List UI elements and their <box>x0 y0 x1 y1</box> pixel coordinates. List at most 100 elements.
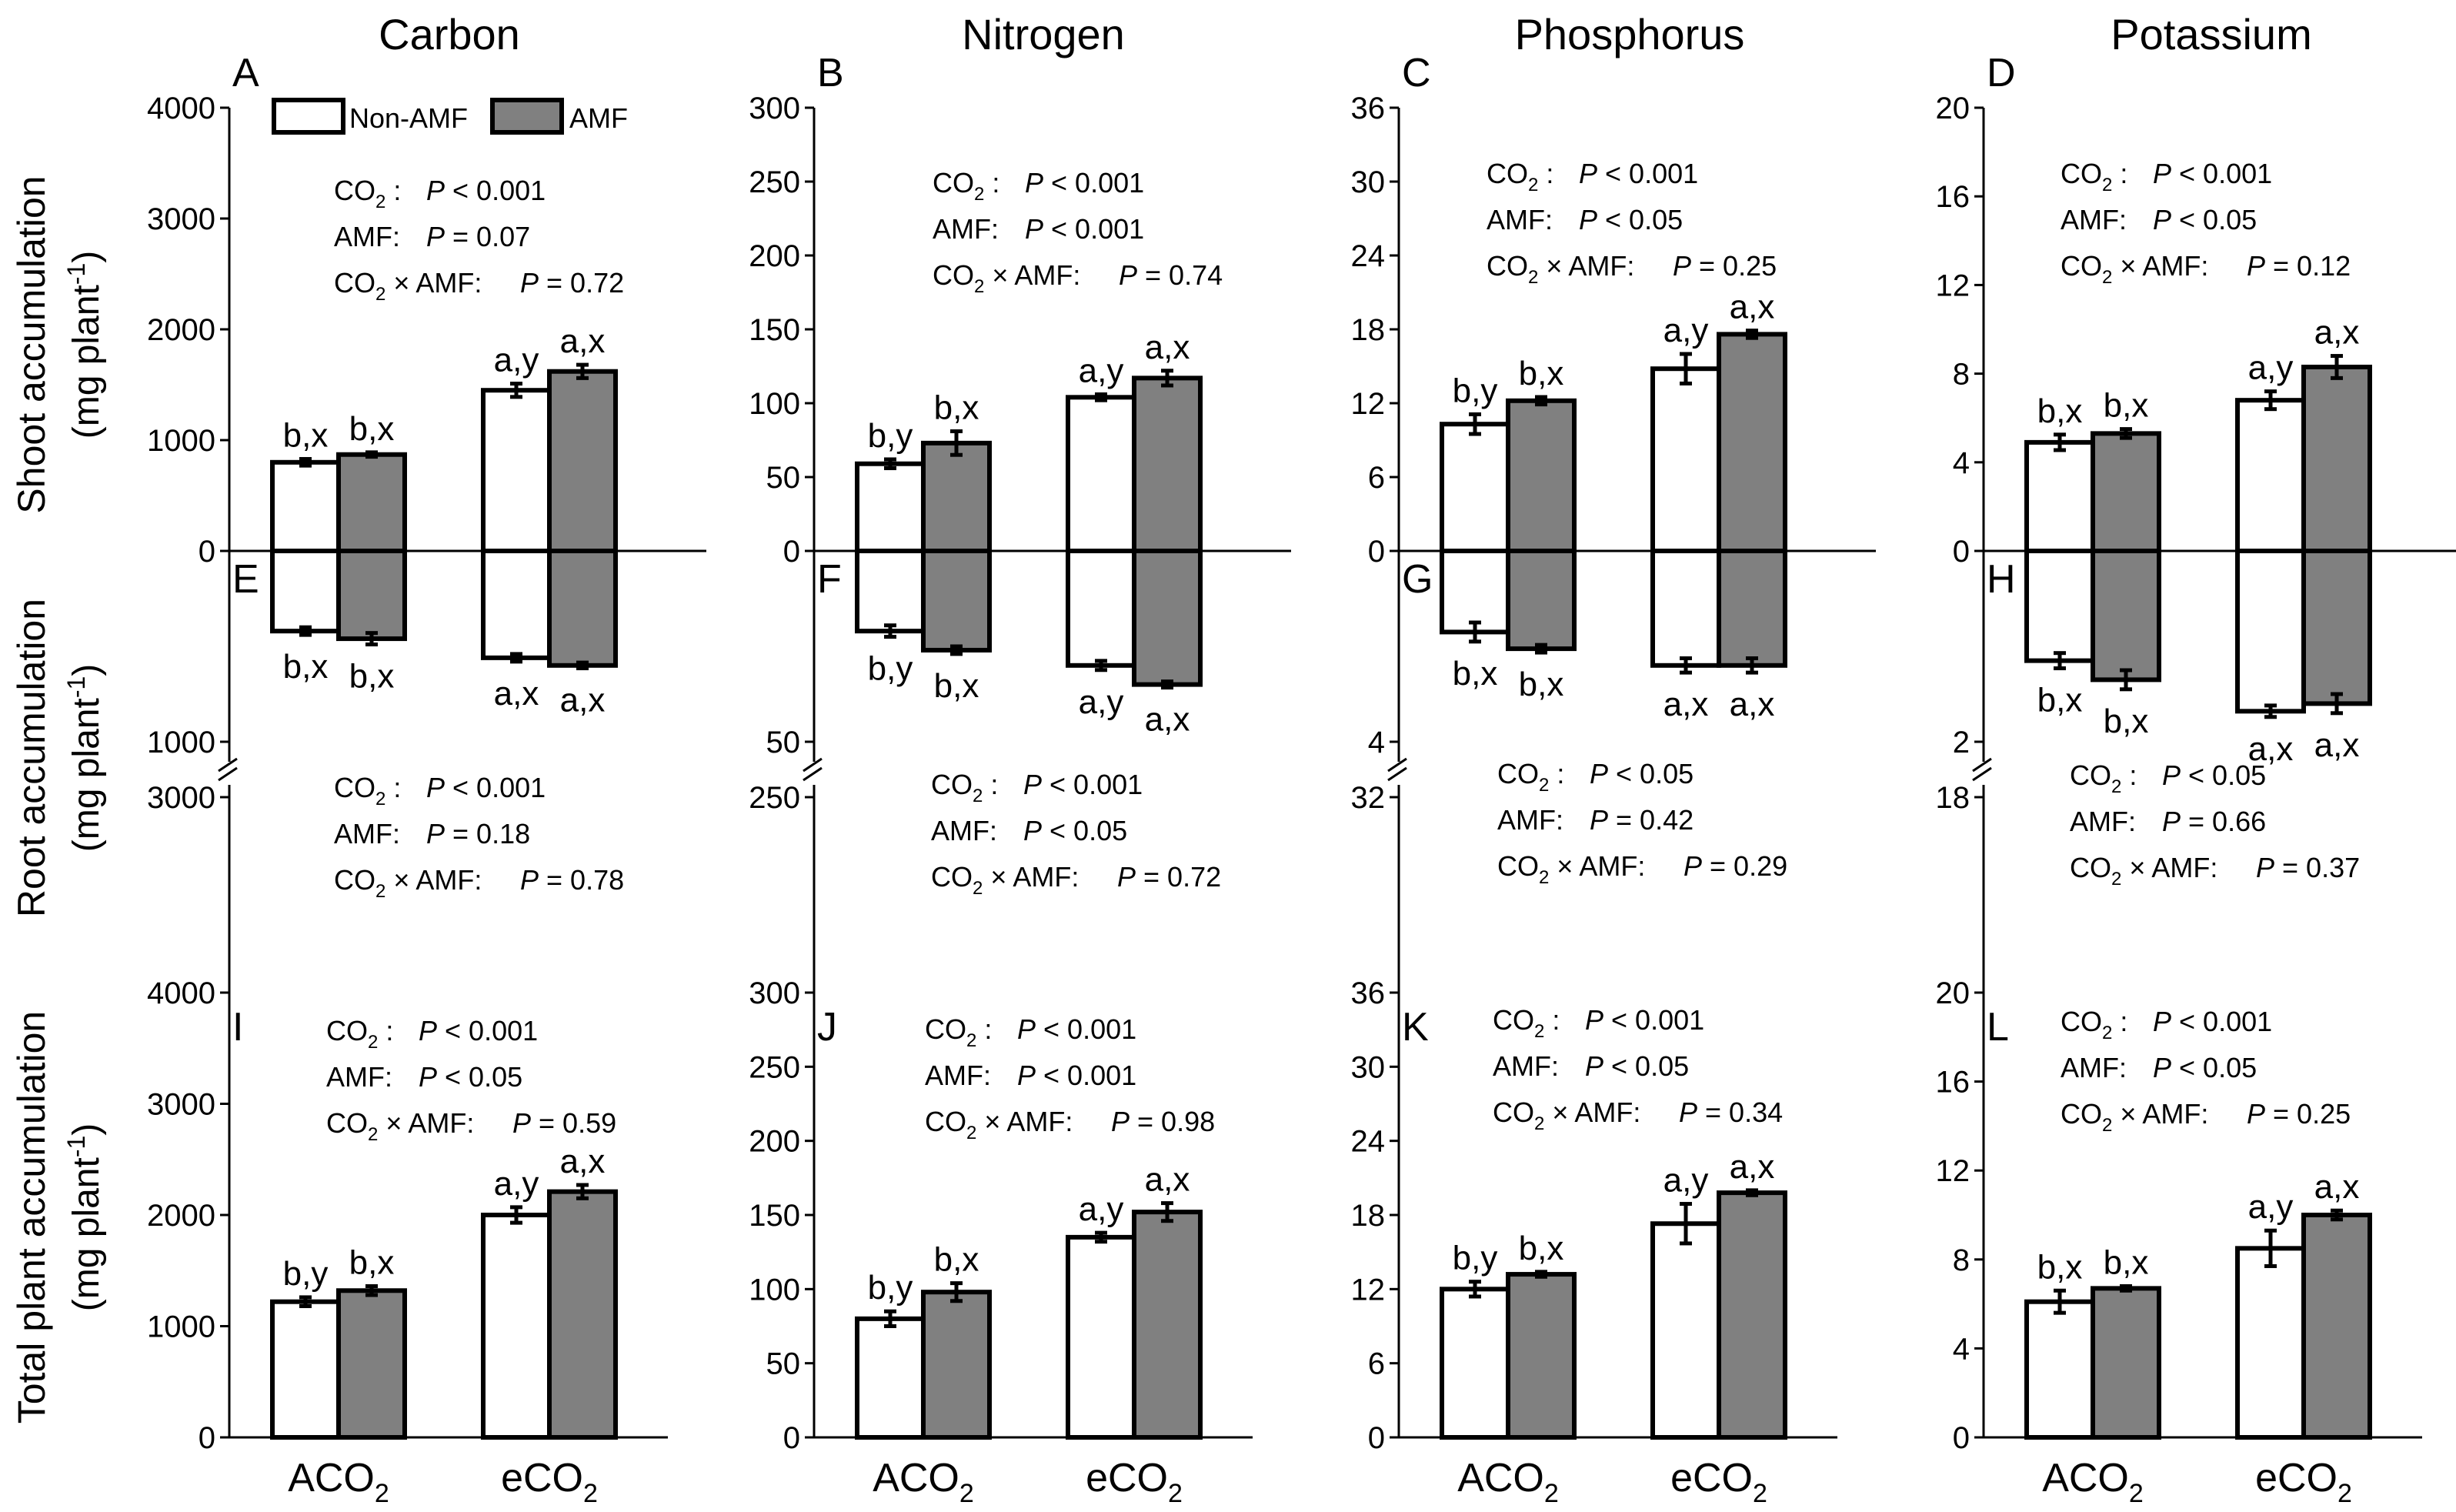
y-tick-label-k: 12 <box>1351 1273 1386 1307</box>
axis-break-mark-g <box>1387 757 1407 773</box>
bar-c-2 <box>1650 366 1721 554</box>
y-tick-label-l: 8 <box>1953 1243 1970 1277</box>
stats-co2-line: CO2 :P < 0.001 <box>931 769 1143 806</box>
bar-k-0 <box>1440 1287 1510 1440</box>
bar-a-0 <box>270 459 341 553</box>
bar-g-2 <box>1650 549 1721 668</box>
y-tick-label-b: 150 <box>749 313 800 347</box>
significance-label-b-0: b,y <box>868 417 913 455</box>
significance-label-c-3: a,x <box>1730 289 1775 326</box>
significance-label-h-3: a,x <box>2314 726 2360 764</box>
y-tick-label-l: 20 <box>1936 976 1970 1010</box>
y-tick-label-c: 0 <box>1368 535 1385 569</box>
bar-i-3 <box>547 1189 618 1440</box>
significance-label-j-2: a,y <box>1079 1190 1124 1228</box>
legend-label-non-amf: Non-AMF <box>349 102 468 134</box>
y-tick-label-k: 36 <box>1351 976 1386 1010</box>
y-tick-label-k: 18 <box>1351 1199 1386 1233</box>
axis-break-mark-e <box>218 757 238 773</box>
bar-h-3 <box>2301 549 2372 706</box>
y-tick-label-i: 3000 <box>147 1088 215 1122</box>
stats-amf-line: AMF: P < 0.05 <box>931 815 1127 846</box>
bar-j-2 <box>1066 1234 1136 1440</box>
stats-block-h: CO2 :P < 0.05 AMF: P = 0.66 CO2 × AMF: P = 0… <box>2070 759 2360 890</box>
significance-label-e-0: b,x <box>283 648 329 686</box>
stats-interaction-line: CO2 × AMF: P = 0.29 <box>1497 850 1787 888</box>
stats-amf-line: AMF: P < 0.05 <box>2061 1052 2257 1083</box>
bar-j-3 <box>1132 1210 1203 1440</box>
significance-label-d-1: b,x <box>2104 387 2149 425</box>
bar-j-1 <box>921 1290 992 1440</box>
y-tick-label-i: 4000 <box>147 976 215 1010</box>
stats-co2-line: CO2 :P < 0.001 <box>2061 158 2272 195</box>
axis-break-mark-h <box>1972 766 1992 782</box>
stats-interaction-line: CO2 × AMF: P = 0.72 <box>334 267 624 305</box>
stats-interaction-line: CO2 × AMF: P = 0.59 <box>326 1107 616 1145</box>
y-tick-label-b: 300 <box>749 92 800 125</box>
stats-amf-line: AMF: P < 0.001 <box>933 213 1144 245</box>
x-category-label: eCO2 <box>2255 1456 2352 1508</box>
x-category-label: eCO2 <box>501 1456 598 1508</box>
stats-amf-line: AMF: P = 0.07 <box>334 221 530 252</box>
significance-label-e-2: a,x <box>494 675 539 713</box>
panel-letter-e: E <box>232 557 259 602</box>
x-category-label: ACO2 <box>873 1456 974 1508</box>
significance-label-c-2: a,y <box>1663 312 1709 349</box>
significance-label-l-3: a,x <box>2314 1168 2360 1206</box>
significance-label-j-1: b,x <box>934 1241 979 1279</box>
significance-label-a-0: b,x <box>283 416 329 454</box>
axis-break-mark-h <box>1972 757 1992 773</box>
significance-label-g-0: b,x <box>1453 655 1498 693</box>
y-tick-label-k: 6 <box>1368 1347 1385 1381</box>
bar-b-1 <box>921 440 992 554</box>
y-tick-label-k: 30 <box>1351 1050 1386 1084</box>
y-tick-label-i: 1000 <box>147 1310 215 1344</box>
stats-block-d: CO2 :P < 0.001 AMF: P < 0.05 CO2 × AMF: P = … <box>2061 158 2351 288</box>
y-tick-label-l: 4 <box>1953 1332 1970 1366</box>
significance-label-e-3: a,x <box>560 682 606 719</box>
stats-amf-line: AMF: P < 0.05 <box>1487 204 1683 235</box>
bar-c-3 <box>1717 332 1787 553</box>
y-tick-label-b: 0 <box>783 535 800 569</box>
stats-block-j: CO2 :P < 0.001 AMF: P < 0.001 CO2 × AMF: P =… <box>925 1013 1215 1143</box>
bar-e-3 <box>547 549 618 668</box>
bar-a-1 <box>336 452 407 553</box>
significance-label-b-3: a,x <box>1145 329 1190 366</box>
y-tick-label-b: 50 <box>766 461 801 495</box>
stats-co2-line: CO2 :P < 0.001 <box>326 1015 538 1053</box>
y-tick-label-k: 0 <box>1368 1421 1385 1455</box>
y-tick-label-broken-g: 32 <box>1351 781 1386 815</box>
significance-label-i-3: a,x <box>560 1143 606 1180</box>
significance-label-i-2: a,y <box>494 1165 539 1203</box>
significance-label-l-2: a,y <box>2248 1188 2294 1226</box>
significance-label-g-2: a,x <box>1663 686 1709 723</box>
stats-interaction-line: CO2 × AMF: P = 0.74 <box>933 259 1223 297</box>
significance-label-f-1: b,x <box>934 667 979 705</box>
bar-g-3 <box>1717 549 1787 668</box>
significance-label-k-2: a,y <box>1663 1162 1709 1200</box>
panel-letter-c: C <box>1402 51 1431 95</box>
bar-i-1 <box>336 1288 407 1440</box>
row-title-root: Root accumulation <box>10 599 53 917</box>
panel-letter-h: H <box>1987 557 2016 602</box>
stats-block-f: CO2 :P < 0.001 AMF: P < 0.05 CO2 × AMF: P = … <box>931 769 1221 899</box>
stats-block-e: CO2 :P < 0.001 AMF: P = 0.18 CO2 × AMF: P = … <box>334 772 624 902</box>
stats-amf-line: AMF: P = 0.18 <box>334 818 530 849</box>
y-tick-label-c: 12 <box>1351 387 1386 421</box>
y-tick-label-i: 2000 <box>147 1199 215 1233</box>
significance-label-a-2: a,y <box>494 342 539 379</box>
stats-amf-line: AMF: P < 0.05 <box>2061 204 2257 235</box>
significance-label-h-0: b,x <box>2037 682 2083 719</box>
bar-f-2 <box>1066 549 1136 668</box>
stats-block-l: CO2 :P < 0.001 AMF: P < 0.05 CO2 × AMF: P = … <box>2061 1006 2351 1136</box>
bar-l-0 <box>2024 1299 2095 1440</box>
significance-label-f-3: a,x <box>1145 701 1190 739</box>
y-tick-label-broken-e: 3000 <box>147 781 215 815</box>
y-tick-label-d: 20 <box>1936 92 1970 125</box>
bar-d-1 <box>2091 431 2161 553</box>
row-unit-shoot-text: (mg plant-1) <box>62 251 107 439</box>
y-tick-label-b: 100 <box>749 387 800 421</box>
y-tick-label-b: 250 <box>749 165 800 199</box>
